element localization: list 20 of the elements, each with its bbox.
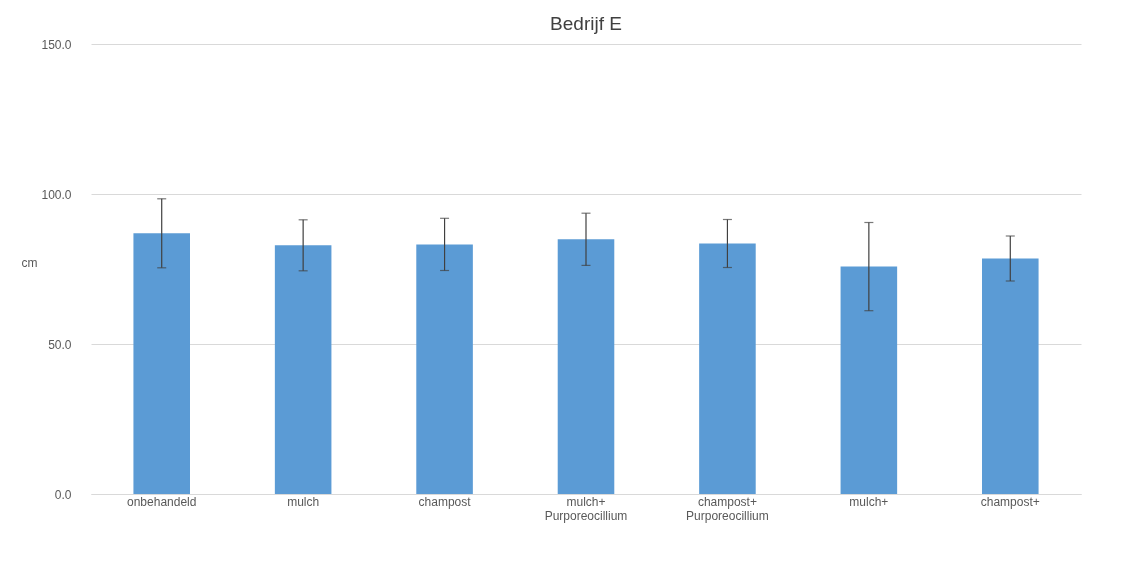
x-tick-label: champost+ Purporeocillium — [686, 494, 769, 523]
y-tick-label: 50.0 — [48, 337, 72, 352]
bar — [274, 245, 332, 494]
chart-title: Bedrijf E — [550, 13, 622, 34]
x-tick-label: mulch+ Purporeocillium — [544, 494, 628, 523]
bar — [416, 244, 473, 494]
x-tick-label: mulch+ — [849, 494, 889, 509]
y-axis-title: cm — [21, 255, 38, 270]
bar — [982, 258, 1039, 494]
bar — [699, 243, 756, 494]
x-tick-label: champost+ — [980, 494, 1040, 509]
x-tick-label: champost — [418, 494, 472, 509]
y-tick-label: 150.0 — [41, 37, 72, 52]
y-tick-label: 0.0 — [54, 487, 72, 502]
bar — [133, 233, 190, 494]
bar — [557, 239, 615, 494]
bar — [840, 266, 898, 494]
x-tick-label: onbehandeld — [127, 494, 197, 509]
y-tick-label: 100.0 — [41, 187, 72, 202]
x-tick-label: mulch — [287, 494, 320, 509]
